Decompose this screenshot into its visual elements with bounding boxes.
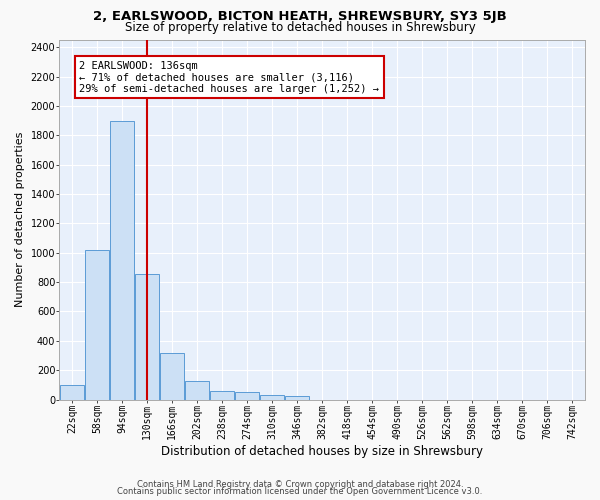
Bar bbox=[260, 395, 284, 400]
Text: 2, EARLSWOOD, BICTON HEATH, SHREWSBURY, SY3 5JB: 2, EARLSWOOD, BICTON HEATH, SHREWSBURY, … bbox=[93, 10, 507, 23]
Text: Contains HM Land Registry data © Crown copyright and database right 2024.: Contains HM Land Registry data © Crown c… bbox=[137, 480, 463, 489]
Text: 2 EARLSWOOD: 136sqm
← 71% of detached houses are smaller (3,116)
29% of semi-det: 2 EARLSWOOD: 136sqm ← 71% of detached ho… bbox=[79, 60, 379, 94]
X-axis label: Distribution of detached houses by size in Shrewsbury: Distribution of detached houses by size … bbox=[161, 444, 483, 458]
Text: Contains public sector information licensed under the Open Government Licence v3: Contains public sector information licen… bbox=[118, 487, 482, 496]
Bar bbox=[110, 120, 134, 400]
Bar bbox=[185, 381, 209, 400]
Bar bbox=[210, 390, 234, 400]
Bar bbox=[286, 396, 309, 400]
Bar bbox=[60, 385, 84, 400]
Bar bbox=[135, 274, 159, 400]
Bar bbox=[235, 392, 259, 400]
Bar bbox=[160, 352, 184, 400]
Bar bbox=[85, 250, 109, 400]
Text: Size of property relative to detached houses in Shrewsbury: Size of property relative to detached ho… bbox=[125, 21, 475, 34]
Y-axis label: Number of detached properties: Number of detached properties bbox=[15, 132, 25, 308]
